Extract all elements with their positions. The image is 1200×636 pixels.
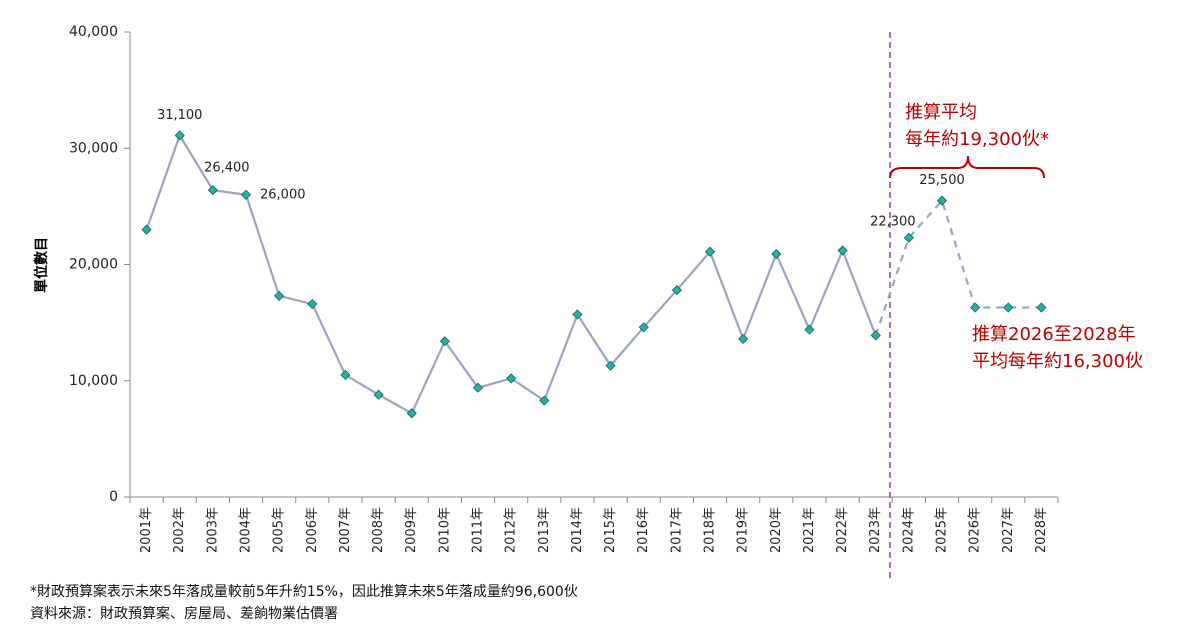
point xyxy=(340,369,351,381)
x-tick-label: 2001年 xyxy=(139,507,154,553)
x-tick-label: 2025年 xyxy=(935,507,950,553)
point xyxy=(539,395,550,406)
data-label: 25,500 xyxy=(919,173,965,188)
point xyxy=(870,330,881,341)
x-tick-label: 2014年 xyxy=(570,507,585,553)
y-tick-label: 20,000 xyxy=(69,257,118,273)
x-tick-label: 2017年 xyxy=(669,507,684,553)
x-tick-label: 2021年 xyxy=(802,507,817,553)
y-tick-label: 30,000 xyxy=(69,140,118,156)
x-tick-label: 2022年 xyxy=(835,507,850,553)
point xyxy=(207,185,218,196)
data-label: 31,100 xyxy=(157,108,203,123)
annotation-line: 每年約19,300伙* xyxy=(905,129,1049,150)
footnote: *財政預算案表示未來5年落成量較前5年升約15%，因此推算未來5年落成量約96,… xyxy=(30,583,578,600)
y-tick-label: 0 xyxy=(109,489,118,505)
y-tick-label: 40,000 xyxy=(69,24,118,40)
x-tick-label: 2028年 xyxy=(1034,507,1049,553)
x-tick-label: 2024年 xyxy=(901,507,916,553)
x-tick-label: 2010年 xyxy=(437,507,452,553)
point xyxy=(605,360,616,371)
x-tick-label: 2020年 xyxy=(769,507,784,553)
data-label: 26,000 xyxy=(260,187,306,202)
point xyxy=(506,373,517,384)
y-tick-label: 10,000 xyxy=(69,373,118,389)
point xyxy=(1036,302,1047,313)
point xyxy=(572,309,583,320)
data-label: 26,400 xyxy=(204,161,250,176)
x-tick-label: 2011年 xyxy=(471,507,486,553)
point xyxy=(970,302,981,313)
x-tick-label: 2013年 xyxy=(537,507,552,553)
point xyxy=(837,245,848,256)
point xyxy=(307,298,318,310)
x-tick-label: 2027年 xyxy=(1001,507,1016,553)
annotation-line: 推算2026至2028年 xyxy=(972,324,1136,345)
x-tick-label: 2023年 xyxy=(868,507,883,553)
point xyxy=(240,189,252,200)
x-tick-label: 2016年 xyxy=(636,507,651,553)
point xyxy=(373,389,384,400)
point xyxy=(804,324,815,335)
point xyxy=(141,224,152,235)
point xyxy=(472,382,484,393)
point xyxy=(638,322,649,333)
x-tick-label: 2012年 xyxy=(504,507,519,553)
x-tick-label: 2002年 xyxy=(172,507,187,553)
x-tick-label: 2008年 xyxy=(371,507,386,553)
series-line xyxy=(874,198,1042,336)
brace xyxy=(889,155,1045,179)
data-label: 22,300 xyxy=(870,214,916,229)
point xyxy=(439,336,450,347)
x-tick-label: 2018年 xyxy=(703,507,718,553)
annotation-line: 平均每年約16,300伙 xyxy=(972,351,1143,372)
point xyxy=(406,408,417,419)
x-tick-label: 2005年 xyxy=(272,507,287,553)
annotation-line: 推算平均 xyxy=(905,102,977,123)
x-tick-label: 2015年 xyxy=(603,507,618,553)
x-tick-label: 2019年 xyxy=(736,507,751,553)
footnote: 資料來源：財政預算案、房屋局、差餉物業估價署 xyxy=(30,605,338,622)
point xyxy=(671,285,682,296)
point xyxy=(771,248,782,260)
series-line xyxy=(145,132,877,415)
x-tick-label: 2009年 xyxy=(404,507,419,553)
x-tick-label: 2004年 xyxy=(239,507,254,553)
point xyxy=(174,130,185,141)
point xyxy=(1003,302,1014,313)
point xyxy=(738,333,749,344)
point xyxy=(903,232,914,243)
x-tick-label: 2026年 xyxy=(968,507,983,553)
point xyxy=(704,246,716,257)
point xyxy=(936,195,948,206)
x-tick-label: 2007年 xyxy=(338,507,353,553)
x-tick-label: 2003年 xyxy=(205,507,220,553)
point xyxy=(274,290,285,301)
x-tick-label: 2006年 xyxy=(305,507,320,553)
y-axis-label: 單位數目 xyxy=(33,237,50,293)
